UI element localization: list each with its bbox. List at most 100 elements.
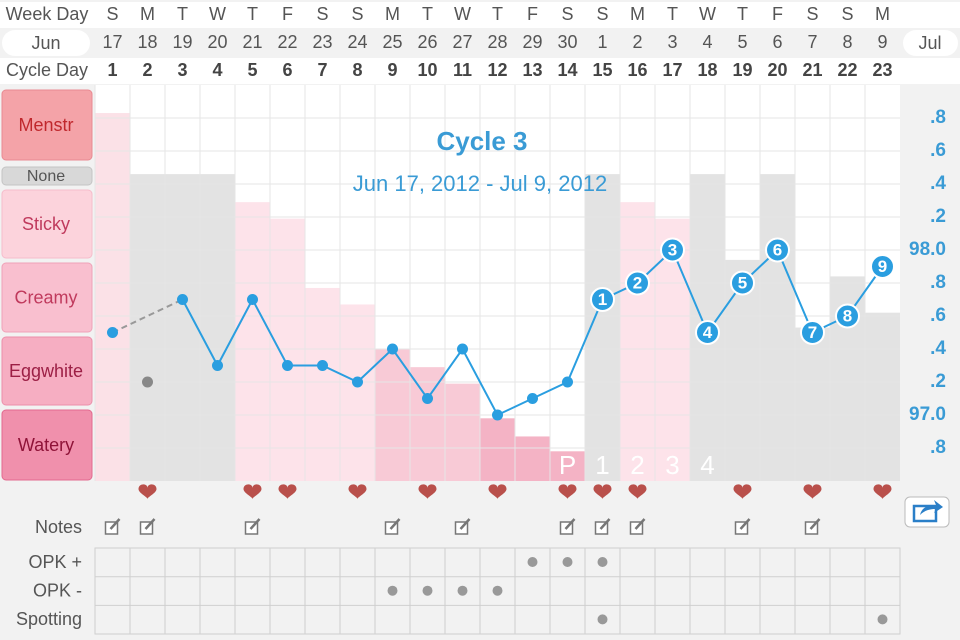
cycle-day: 6 (282, 60, 292, 80)
cycle-day: 12 (487, 60, 507, 80)
note-pencil (739, 518, 751, 530)
point (387, 343, 398, 355)
fluid-button (1, 262, 93, 333)
share-button[interactable] (904, 496, 950, 528)
week-day: S (561, 4, 573, 24)
note-pencil (564, 518, 576, 530)
heart (488, 484, 507, 499)
heart (733, 484, 752, 499)
fluid-bar (235, 202, 270, 481)
y-tick-label: .2 (930, 371, 946, 392)
week-day: S (841, 4, 853, 24)
fluid-bar (340, 304, 375, 481)
fluid-button (1, 189, 93, 259)
date: 2 (632, 32, 642, 52)
cycle-day: 16 (627, 60, 647, 80)
date: 19 (172, 32, 192, 52)
chart-title: Cycle 3 (436, 126, 527, 156)
bar-label: 3 (665, 450, 679, 480)
numbered-point (625, 270, 650, 296)
week-day: S (806, 4, 818, 24)
numbered-point (695, 320, 720, 345)
fluid-label: Sticky (22, 214, 70, 234)
month-pill (903, 30, 958, 56)
date: 26 (417, 32, 437, 52)
row-label: Week Day (6, 4, 89, 24)
numbered-point (800, 320, 825, 345)
point (107, 327, 118, 338)
y-tick-label: .6 (930, 140, 946, 161)
week-day: S (106, 4, 118, 24)
note-icon (559, 518, 576, 535)
week-day: W (699, 4, 716, 24)
cycle-day: 2 (142, 60, 152, 80)
header-row (0, 58, 960, 84)
cycle-day: 4 (212, 60, 222, 80)
fluid-bar (760, 174, 795, 481)
y-tick-label: 98.0 (909, 239, 946, 260)
point (212, 360, 223, 371)
heart (243, 484, 262, 499)
fluid-label: None (27, 168, 65, 185)
note-pencil (634, 518, 646, 530)
cycle-day: 23 (872, 60, 892, 80)
fluid-bar (95, 113, 130, 482)
date: 18 (137, 32, 157, 52)
point-label: 9 (878, 257, 887, 276)
row-label: Cycle Day (6, 60, 88, 80)
fluid-button (1, 89, 93, 161)
point-label: 8 (843, 306, 852, 325)
gap-bridge (112, 298, 183, 334)
log-table (94, 547, 901, 635)
week-day: T (737, 4, 748, 24)
heart (138, 484, 157, 499)
point-label: 4 (703, 323, 713, 342)
fluid-bar (200, 174, 235, 481)
row-label: OPK - (33, 580, 82, 600)
week-day: M (140, 4, 155, 24)
point (282, 360, 293, 371)
heart (593, 484, 612, 499)
date: 5 (737, 32, 747, 52)
y-tick-label: .4 (930, 173, 946, 194)
cycle-day: 5 (247, 60, 257, 80)
date: 21 (242, 32, 262, 52)
date: 6 (772, 32, 782, 52)
cycle-day: 13 (522, 60, 542, 80)
date: 20 (207, 32, 227, 52)
fluid-bar (305, 287, 340, 481)
date: 9 (877, 32, 887, 52)
fluid-bar (515, 436, 550, 481)
note-pencil (459, 518, 471, 530)
note-icon (734, 518, 751, 535)
log-dot (492, 585, 503, 596)
week-day: M (875, 4, 890, 24)
log-dot (877, 614, 888, 625)
row-label: Notes (35, 517, 82, 537)
week-day: T (177, 4, 188, 24)
month-label: Jul (918, 33, 941, 53)
note-pencil (109, 518, 121, 530)
point-label: 2 (633, 273, 642, 292)
week-day: T (492, 4, 503, 24)
fluid-bar (620, 202, 655, 481)
fluid-bar (410, 367, 445, 481)
note-pencil (809, 518, 821, 530)
date: 28 (487, 32, 507, 52)
date: 23 (312, 32, 332, 52)
point-label: 7 (808, 323, 817, 342)
heart (348, 484, 367, 499)
fluid-bar (130, 174, 165, 481)
point (317, 360, 328, 371)
date: 24 (347, 32, 367, 52)
point (177, 294, 188, 305)
row-label: OPK + (28, 552, 82, 572)
point-label: 1 (598, 290, 607, 309)
note-icon (139, 518, 156, 535)
fluid-label: Menstr (18, 115, 73, 135)
cycle-day: 19 (732, 60, 752, 80)
chart-subtitle: Jun 17, 2012 - Jul 9, 2012 (353, 171, 607, 196)
heart (278, 484, 297, 499)
cycle-day: 17 (662, 60, 682, 80)
